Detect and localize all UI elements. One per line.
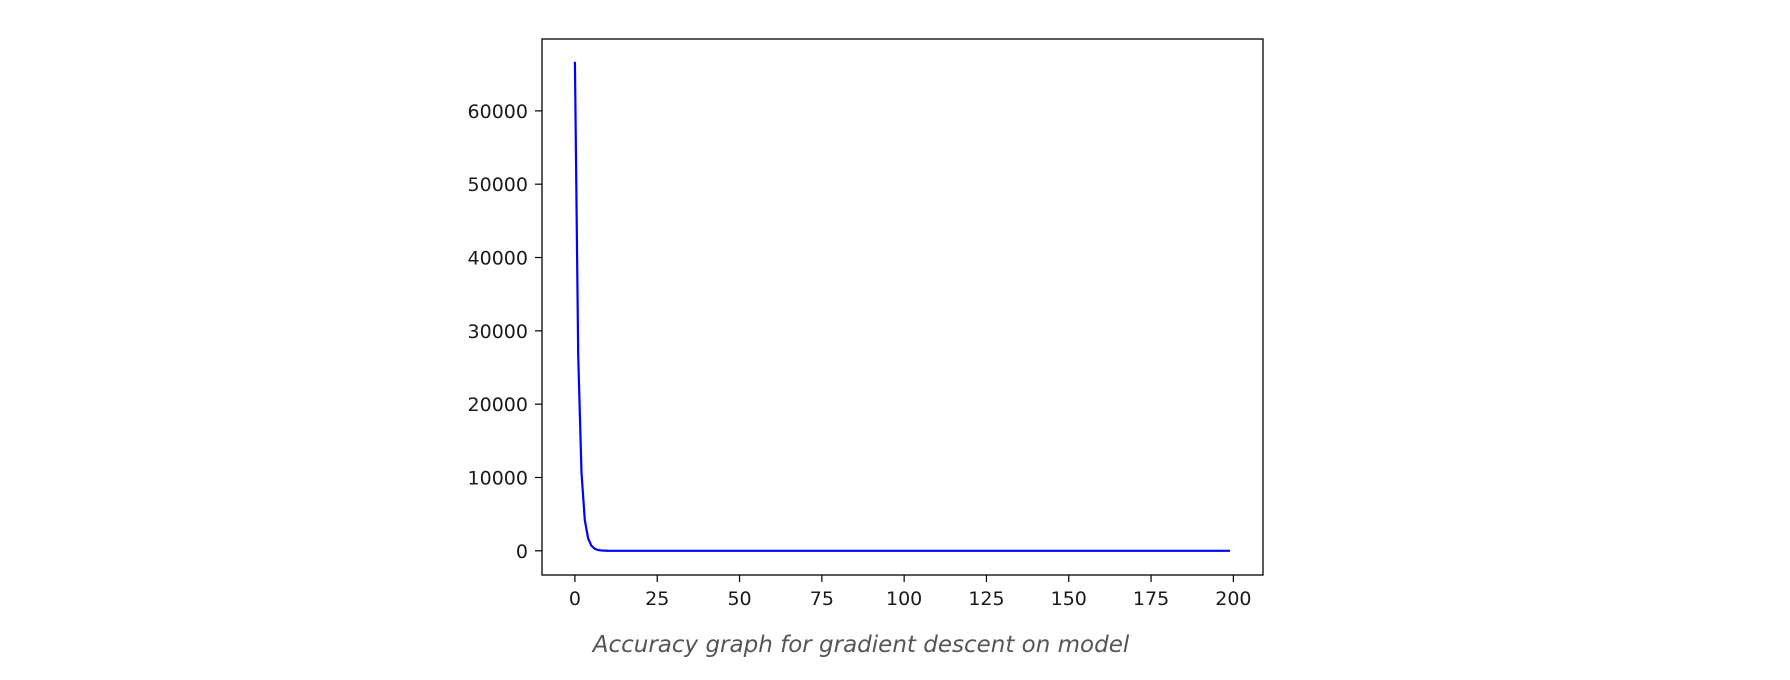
x-tick-label: 50 xyxy=(727,588,751,610)
x-tick-label: 0 xyxy=(569,588,581,610)
x-tick-label: 150 xyxy=(1051,588,1087,610)
series-group xyxy=(573,61,1231,552)
x-tick-label: 200 xyxy=(1215,588,1251,610)
y-tick-label: 20000 xyxy=(468,394,528,416)
y-tick-label: 0 xyxy=(516,541,528,563)
x-tick-label: 175 xyxy=(1133,588,1169,610)
y-tick-label: 50000 xyxy=(468,174,528,196)
y-tick-label: 30000 xyxy=(468,321,528,343)
plot-frame xyxy=(541,38,1264,576)
x-tick-label: 75 xyxy=(810,588,834,610)
axis-ticks: 0 25 50 75 100 125 150 175 200 0 10000 20000 30000 40… xyxy=(468,101,1252,610)
y-tick-label: 10000 xyxy=(468,467,528,489)
figure-caption: Accuracy graph for gradient descent on m… xyxy=(592,632,1130,658)
x-tick-label: 25 xyxy=(645,588,669,610)
y-tick-label: 40000 xyxy=(468,248,528,270)
x-tick-label: 125 xyxy=(968,588,1004,610)
y-tick-label: 60000 xyxy=(468,101,528,123)
x-tick-label: 100 xyxy=(886,588,922,610)
series-line-1 xyxy=(573,61,1231,552)
line-chart: 0 25 50 75 100 125 150 175 200 0 10000 20000 30000 40… xyxy=(468,38,1264,610)
